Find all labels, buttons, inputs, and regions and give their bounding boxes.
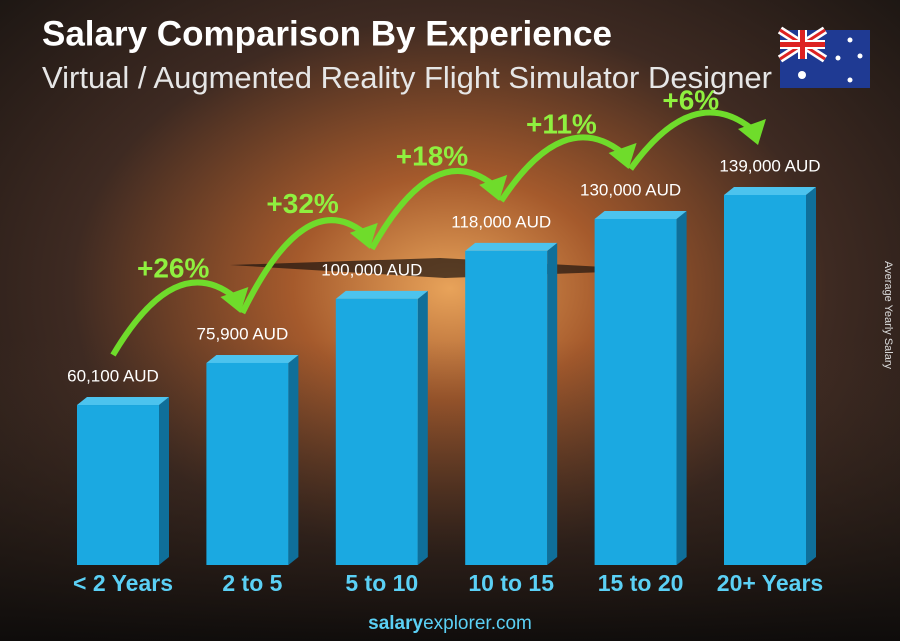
bar-side (676, 210, 687, 565)
bar-side (547, 242, 558, 565)
change-arrowhead (349, 222, 378, 249)
flag (780, 30, 870, 88)
value-label: 118,000 AUD (451, 212, 551, 231)
x-tick-label: 2 to 5 (222, 570, 282, 596)
x-tick-label: 15 to 20 (598, 570, 684, 596)
change-arrowhead (738, 119, 766, 145)
bar (335, 298, 418, 565)
change-label: +32% (266, 188, 338, 219)
bar (465, 250, 548, 565)
value-label: 75,900 AUD (197, 324, 289, 343)
change-arrowhead (608, 142, 637, 169)
bar (594, 218, 677, 565)
change-arrow (239, 217, 366, 315)
value-label: 139,000 AUD (719, 156, 820, 175)
x-tick-label: 5 to 10 (345, 570, 418, 596)
footer: salaryexplorer.com (368, 613, 532, 634)
bar-side (417, 290, 428, 565)
x-tick-label: < 2 Years (73, 570, 173, 596)
bar-top (335, 290, 428, 299)
bar-top (206, 354, 299, 363)
value-label: 60,100 AUD (67, 367, 159, 386)
change-label: +6% (662, 84, 719, 115)
bar-top (724, 187, 816, 195)
x-tick-label: 20+ Years (717, 570, 823, 596)
bar-top (77, 397, 169, 406)
footer-part: .com (491, 613, 532, 634)
change-arrow (628, 109, 754, 171)
bar (206, 362, 289, 565)
bar-top (594, 210, 687, 219)
bar-top (465, 242, 558, 251)
change-label: +18% (396, 140, 468, 171)
change-label: +26% (137, 252, 209, 283)
x-tick-label: 10 to 15 (468, 570, 554, 596)
change-arrow (110, 279, 237, 357)
value-label: 130,000 AUD (580, 180, 681, 199)
footer-part: salary (368, 613, 423, 634)
change-arrowhead (220, 286, 249, 313)
change-arrow (498, 134, 625, 203)
chart-subtitle: Virtual / Augmented Reality Flight Simul… (42, 60, 772, 95)
footer-part: explorer (423, 613, 492, 634)
y-axis-label: Average Yearly Salary (882, 261, 894, 370)
bar (77, 405, 159, 565)
bar-side (159, 397, 169, 565)
change-label: +11% (526, 108, 597, 139)
bar (724, 195, 806, 565)
bar-side (806, 187, 816, 565)
change-arrow (369, 167, 496, 251)
bar-side (288, 354, 299, 565)
value-label: 100,000 AUD (321, 260, 422, 279)
change-arrowhead (479, 174, 508, 201)
chart-title: Salary Comparison By Experience (42, 14, 612, 53)
